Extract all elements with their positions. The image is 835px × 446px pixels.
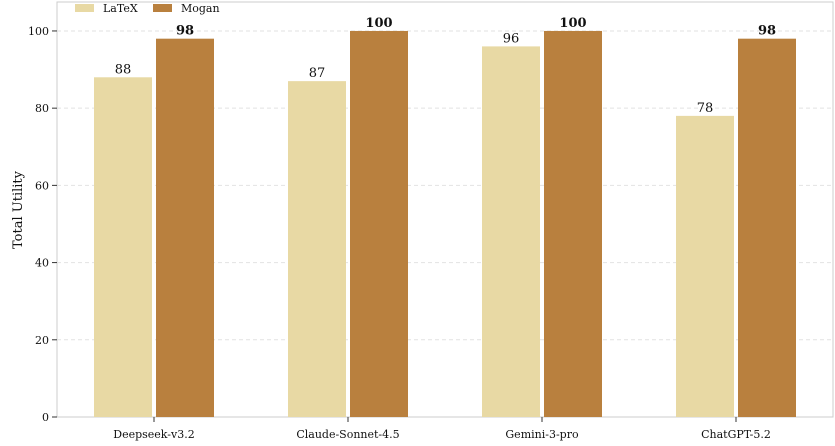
bar	[482, 46, 540, 417]
legend-label: LaTeX	[103, 2, 138, 15]
bar	[738, 38, 796, 418]
bars	[94, 30, 796, 418]
legend: LaTeX Mogan	[75, 2, 220, 15]
bar-value-label: 100	[559, 16, 586, 31]
bar-value-label: 96	[503, 31, 520, 46]
bar-value-label: 100	[365, 16, 392, 31]
bar-value-label: 87	[309, 66, 326, 81]
data-labels: 88 98 87 100 96 100 78 98	[115, 16, 776, 116]
bar	[156, 38, 214, 418]
y-tick-label: 60	[35, 179, 49, 192]
y-tick-label: 0	[42, 411, 49, 424]
legend-label: Mogan	[181, 2, 220, 15]
x-axis: Deepseek-v3.2 Claude-Sonnet-4.5 Gemini-3-p…	[113, 417, 771, 441]
x-tick-label: ChatGPT-5.2	[701, 428, 771, 441]
y-axis-label: Total Utility	[11, 170, 26, 249]
legend-swatch	[153, 4, 172, 12]
bar-value-label: 78	[697, 101, 714, 116]
y-axis: 0 20 40 60 80 100	[28, 25, 57, 424]
bar	[544, 30, 602, 417]
y-tick-label: 100	[28, 25, 49, 38]
bar	[288, 81, 346, 418]
y-tick-label: 20	[35, 334, 49, 347]
plot-area-frame	[56, 1, 834, 418]
x-tick-label: Gemini-3-pro	[505, 428, 579, 441]
bar-value-label: 88	[115, 62, 132, 77]
legend-swatch	[75, 4, 94, 12]
bar-value-label: 98	[176, 24, 194, 39]
bar-value-label: 98	[758, 24, 776, 39]
y-tick-label: 40	[35, 257, 49, 270]
bar	[94, 77, 152, 418]
bar	[676, 115, 734, 417]
x-tick-label: Claude-Sonnet-4.5	[296, 428, 399, 441]
bar	[350, 30, 408, 417]
y-tick-label: 80	[35, 102, 49, 115]
x-tick-label: Deepseek-v3.2	[113, 428, 194, 441]
